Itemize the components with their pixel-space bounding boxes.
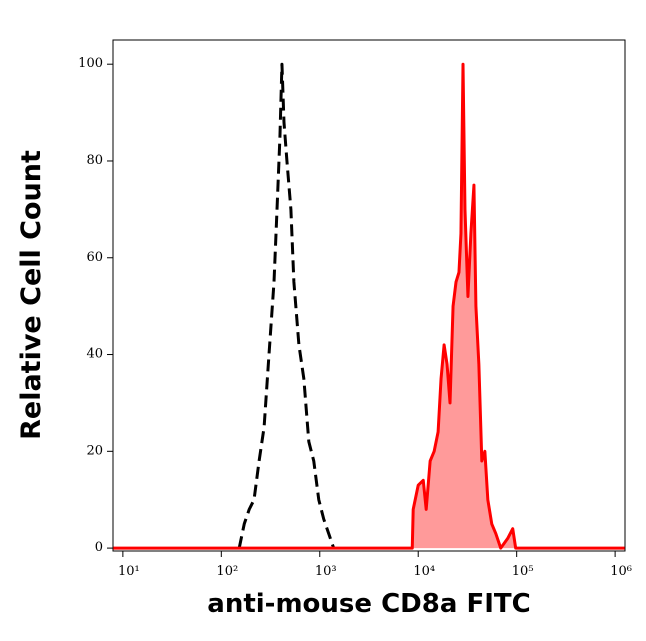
series-line <box>237 62 336 549</box>
x-tick-label: 10³ <box>315 564 337 579</box>
series-area <box>113 64 625 549</box>
y-tick-label: 100 <box>78 56 103 71</box>
y-tick-label: 60 <box>86 250 103 265</box>
y-tick-label: 20 <box>86 443 103 458</box>
x-tick-label: 10² <box>216 564 238 579</box>
y-tick-label: 0 <box>95 540 103 555</box>
x-tick-label: 10⁴ <box>413 564 435 579</box>
x-tick-label: 10⁵ <box>512 564 534 579</box>
x-tick-label: 10¹ <box>118 564 140 579</box>
plot-frame <box>112 39 626 552</box>
y-tick-label: 80 <box>86 153 103 168</box>
x-axis-title: anti-mouse CD8a FITC <box>207 589 530 619</box>
y-tick-label: 40 <box>86 347 103 362</box>
x-tick-label: 10⁶ <box>610 564 632 579</box>
y-axis-title: Relative Cell Count <box>16 150 47 440</box>
series-line <box>113 62 625 550</box>
